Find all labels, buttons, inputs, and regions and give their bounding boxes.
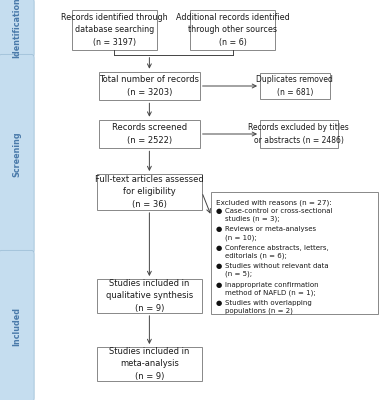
FancyBboxPatch shape (190, 10, 275, 50)
Text: Identification: Identification (12, 0, 21, 58)
Text: Records screened
(n = 2522): Records screened (n = 2522) (112, 124, 187, 144)
Text: ●: ● (216, 226, 222, 232)
Text: ●: ● (216, 208, 222, 214)
Text: Studies without relevant data
(n = 5);: Studies without relevant data (n = 5); (225, 263, 328, 278)
Text: Reviews or meta-analyses
(n = 10);: Reviews or meta-analyses (n = 10); (225, 226, 316, 241)
Text: ●: ● (216, 245, 222, 251)
Text: Screening: Screening (12, 131, 21, 177)
FancyBboxPatch shape (260, 73, 330, 99)
Text: Excluded with reasons (n = 27):: Excluded with reasons (n = 27): (216, 199, 332, 206)
FancyBboxPatch shape (99, 120, 200, 148)
Text: Studies included in
qualitative synthesis
(n = 9): Studies included in qualitative synthesi… (106, 279, 193, 313)
Text: Inappropriate confirmation
method of NAFLD (n = 1);: Inappropriate confirmation method of NAF… (225, 282, 318, 296)
Text: Included: Included (12, 306, 21, 346)
Text: ●: ● (216, 300, 222, 306)
Text: Studies with overlapping
populations (n = 2): Studies with overlapping populations (n … (225, 300, 312, 314)
FancyBboxPatch shape (0, 250, 34, 400)
Text: Total number of records
(n = 3203): Total number of records (n = 3203) (99, 76, 199, 96)
FancyBboxPatch shape (211, 192, 378, 314)
FancyBboxPatch shape (0, 0, 34, 58)
Text: Additional records identified
through other sources
(n = 6): Additional records identified through ot… (176, 13, 290, 47)
FancyBboxPatch shape (97, 347, 202, 381)
FancyBboxPatch shape (0, 54, 34, 254)
FancyBboxPatch shape (99, 72, 200, 100)
Text: Duplicates removed
(n = 681): Duplicates removed (n = 681) (256, 76, 333, 96)
Text: Conference abstracts, letters,
editorials (n = 6);: Conference abstracts, letters, editorial… (225, 245, 328, 259)
Text: Records identified through
database searching
(n = 3197): Records identified through database sear… (61, 13, 168, 47)
FancyBboxPatch shape (97, 174, 202, 210)
Text: Studies included in
meta-analysis
(n = 9): Studies included in meta-analysis (n = 9… (109, 347, 190, 381)
FancyBboxPatch shape (260, 120, 338, 148)
Text: Full-text articles assessed
for eligibility
(n = 36): Full-text articles assessed for eligibil… (95, 175, 204, 209)
Text: ●: ● (216, 263, 222, 269)
FancyBboxPatch shape (97, 279, 202, 313)
FancyBboxPatch shape (72, 10, 157, 50)
Text: ●: ● (216, 282, 222, 288)
Text: Case-control or cross-sectional
studies (n = 3);: Case-control or cross-sectional studies … (225, 208, 332, 222)
Text: Records excluded by titles
or abstracts (n = 2486): Records excluded by titles or abstracts … (248, 124, 349, 144)
